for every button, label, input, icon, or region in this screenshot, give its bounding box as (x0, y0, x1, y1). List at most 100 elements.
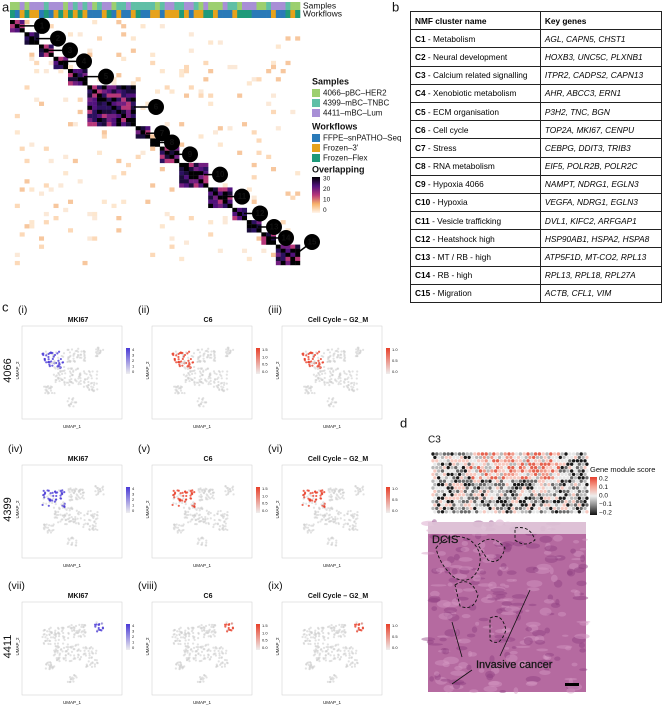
heatmap-cell (189, 175, 194, 179)
table-row: C12 - Heatshock highHSP90AB1, HSPA2, HSP… (411, 230, 662, 248)
umap-cell (356, 377, 358, 379)
umap-cell (311, 362, 313, 364)
heatmap-cell (199, 171, 204, 175)
spot (557, 473, 560, 476)
umap-cell (187, 511, 189, 513)
umap-cell (318, 658, 320, 660)
spot (502, 503, 505, 506)
spot (580, 466, 583, 469)
tissue-texture (502, 628, 511, 633)
colorbar-tick: 0.0 (392, 369, 398, 374)
umap-cell (324, 377, 326, 379)
spot (481, 480, 484, 483)
heatmap-cell (112, 204, 117, 208)
spot (505, 503, 508, 506)
colorbar-tick: 1.0 (262, 493, 268, 498)
heatmap-cell (150, 253, 155, 257)
umap-cell (195, 654, 197, 656)
cluster-name-cell: C4 - Xenobiotic metabolism (411, 84, 541, 102)
umap-cell (203, 636, 205, 638)
umap-cell (67, 637, 69, 639)
umap-cell (332, 518, 334, 520)
heatmap-cell (39, 192, 44, 196)
umap-cell (93, 384, 95, 386)
umap-cell (200, 494, 202, 496)
umap-cell (44, 492, 46, 494)
umap-cell (330, 507, 332, 509)
sample-track-cell (257, 2, 262, 10)
umap-cell (321, 373, 323, 375)
spot (477, 486, 480, 489)
heatmap-cell (44, 220, 49, 224)
umap-cell (66, 382, 68, 384)
umap-cell (199, 509, 201, 511)
spot (549, 452, 552, 455)
heatmap-cell (97, 151, 102, 155)
umap-cell (44, 636, 46, 638)
umap-cell (194, 515, 196, 517)
umap-cell (62, 627, 64, 629)
umap-cell (181, 667, 183, 669)
heatmap-cell (39, 102, 44, 106)
spot (542, 500, 545, 503)
umap-cell (228, 623, 230, 625)
umap-cell (67, 626, 69, 628)
heatmap-cell (199, 167, 204, 171)
spot (519, 493, 522, 496)
heatmap-cell (25, 85, 30, 89)
umap-cell (55, 495, 57, 497)
sample-track-cell (276, 2, 281, 10)
umap-cell (221, 377, 223, 379)
tissue-texture (503, 546, 511, 553)
spot (574, 469, 577, 472)
umap-cell (68, 404, 70, 406)
cluster-number: 13 (270, 223, 279, 232)
spot (513, 503, 516, 506)
umap-cell (54, 651, 56, 653)
umap-cell (171, 636, 173, 638)
workflow-track-cell (49, 10, 54, 18)
umap-cell (197, 637, 199, 639)
umap-cell (58, 633, 60, 635)
umap-cell (198, 379, 200, 381)
umap-cell (308, 505, 310, 507)
spot (466, 507, 469, 510)
sample-track-cell (266, 2, 271, 10)
spot (450, 473, 453, 476)
colorbar-tick: −0.1 (599, 501, 612, 508)
spot (545, 507, 548, 510)
cluster-name-cell: C2 - Neural development (411, 48, 541, 66)
umap-cell (218, 370, 220, 372)
umap-cell (69, 681, 71, 683)
umap-cell (174, 636, 176, 638)
umap-cell (345, 373, 347, 375)
spot (498, 503, 501, 506)
panel-numeral: (i) (18, 304, 27, 316)
umap-cell (179, 643, 181, 645)
spot (543, 483, 546, 486)
umap-cell (331, 516, 333, 518)
umap-cell (96, 374, 98, 376)
spot (570, 503, 573, 506)
colorbar-tick: 1.0 (392, 347, 398, 352)
umap-cell (57, 511, 59, 513)
spot (583, 486, 586, 489)
umap-cell (186, 352, 188, 354)
umap-cell (101, 622, 103, 624)
umap-cell (45, 503, 47, 505)
umap-cell (332, 405, 334, 407)
spot (490, 456, 493, 459)
spot (547, 469, 550, 472)
heatmap-cell (189, 32, 194, 36)
heatmap-cell (126, 89, 131, 93)
tissue-texture (434, 671, 439, 676)
heatmap-cell (92, 89, 97, 93)
key-genes-cell: EIF5, POLR2B, POLR2C (540, 157, 661, 175)
table-row: C5 - ECM organisationP3H2, TNC, BGN (411, 102, 662, 120)
spot (530, 452, 533, 455)
spot (559, 483, 562, 486)
umap-cell (327, 518, 329, 520)
spot (492, 493, 495, 496)
umap-cell (338, 631, 340, 633)
umap-cell (91, 527, 93, 529)
